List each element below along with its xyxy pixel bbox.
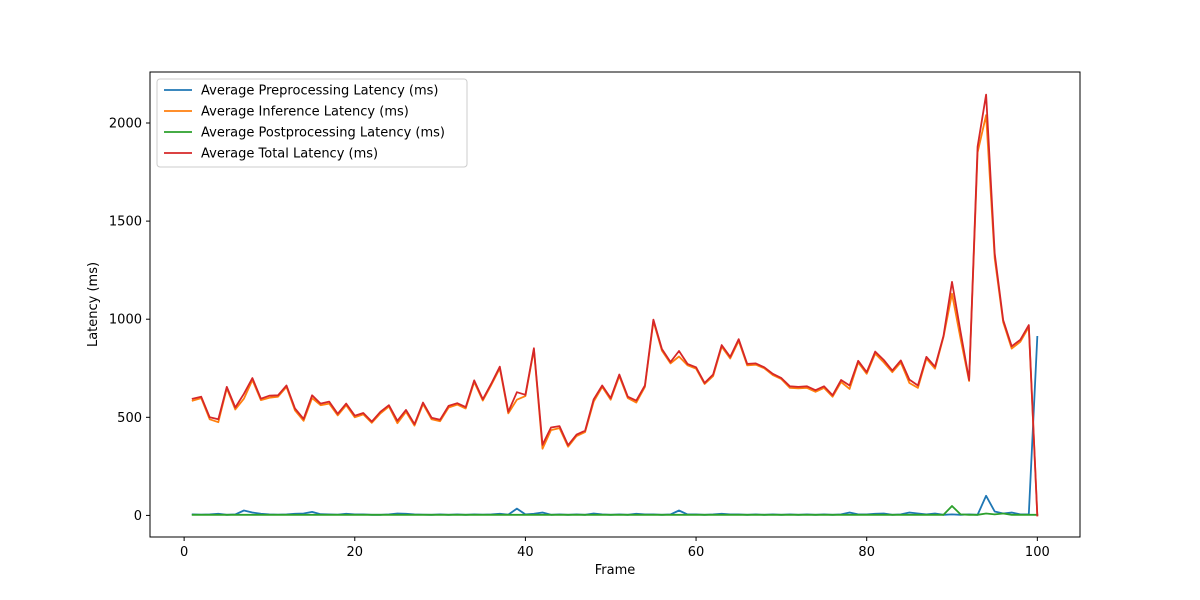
series-line-3 (191, 93, 1039, 517)
y-tick-label: 1000 (109, 313, 142, 328)
y-tick-label: 0 (134, 509, 142, 524)
legend-label-1: Average Inference Latency (ms) (201, 105, 409, 120)
legend-items: Average Preprocessing Latency (ms) Averag… (164, 84, 445, 162)
plot-area-frame (149, 71, 1081, 538)
x-axis-ticks: 0 20 40 60 80 100 (180, 537, 1050, 560)
x-tick-label: 0 (180, 545, 188, 560)
y-tick-label: 500 (117, 411, 142, 426)
x-tick-label: 100 (1025, 545, 1050, 560)
legend: Average Preprocessing Latency (ms) Averag… (156, 78, 468, 168)
x-tick-label: 20 (346, 545, 363, 560)
legend-box (156, 78, 468, 168)
y-tick-label: 2000 (109, 117, 142, 132)
x-axis-label: Frame (595, 563, 636, 578)
x-tick-label: 60 (688, 545, 705, 560)
y-axis-ticks: 0 500 1000 1500 2000 (109, 117, 150, 524)
legend-label-0: Average Preprocessing Latency (ms) (201, 84, 438, 99)
series-lines (191, 93, 1039, 517)
x-tick-label: 40 (517, 545, 534, 560)
x-tick-label: 80 (858, 545, 875, 560)
series-line-2 (191, 505, 1039, 516)
y-axis-label: Latency (ms) (86, 262, 101, 347)
legend-label-2: Average Postprocessing Latency (ms) (201, 126, 445, 141)
y-tick-label: 1500 (109, 215, 142, 230)
legend-label-3: Average Total Latency (ms) (201, 147, 378, 162)
